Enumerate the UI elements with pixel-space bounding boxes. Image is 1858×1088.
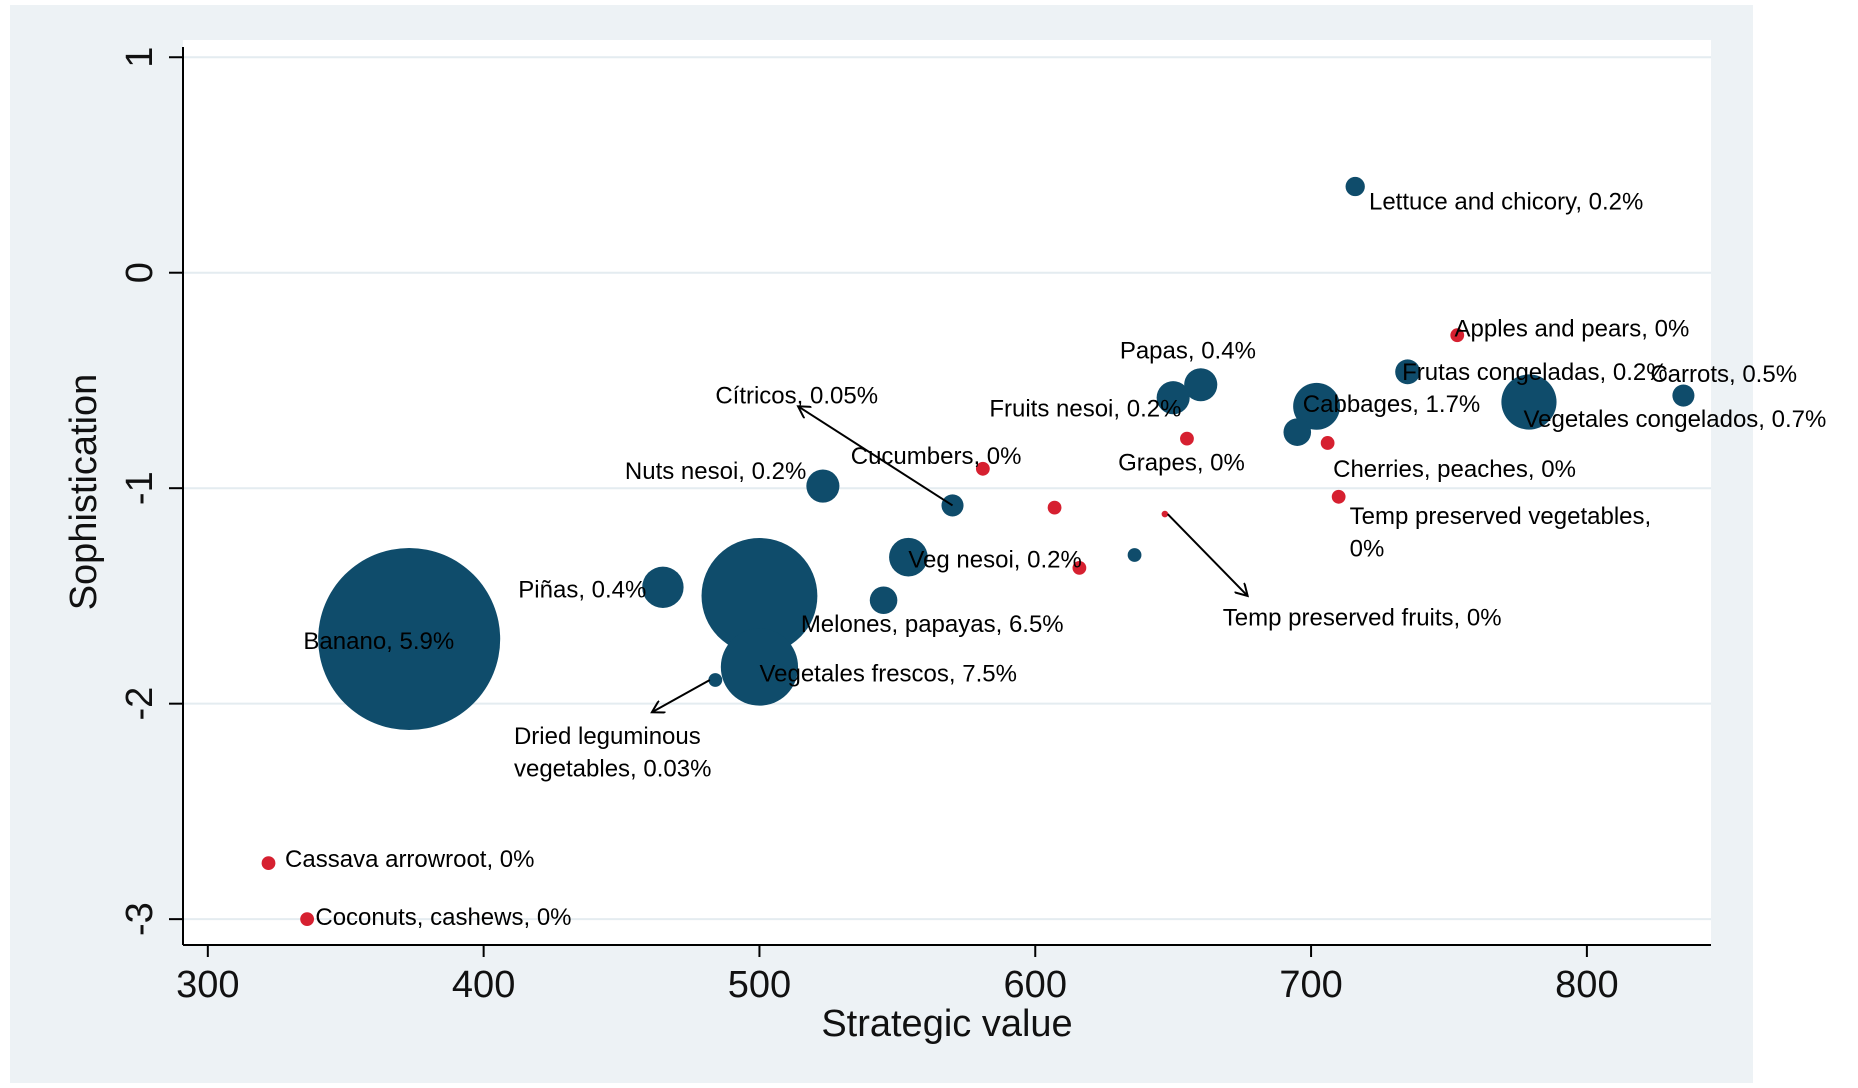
point-label: Cassava arrowroot, 0% [285,846,534,873]
y-tick-label: -2 [119,687,161,721]
y-tick-label: 1 [119,47,161,68]
annotation-arrow [1166,513,1248,596]
y-tick-label: -1 [119,471,161,505]
point-label: Banano, 5.9% [303,628,454,655]
annotation-label: Temp preserved fruits, 0% [1223,604,1502,631]
x-tick-label: 700 [1279,964,1342,1006]
bubble-blue [1345,176,1365,197]
point-label: Frutas congeladas, 0.2% [1402,359,1668,386]
bubble-red [1161,510,1169,518]
point-label: Vegetales frescos, 7.5% [759,661,1016,688]
annotation-arrows [652,406,1248,712]
point-label: Grapes, 0% [1118,449,1245,476]
bubble-blue [1672,384,1695,407]
x-axis-title: Strategic value [821,1003,1072,1045]
y-axis-title: Sophistication [63,374,105,611]
point-label: Melones, papayas, 6.5% [801,611,1064,638]
bubble-blue [708,673,723,687]
bubble-blue [1283,418,1312,446]
bubble-blue [889,537,928,577]
bubble-blue [806,469,840,503]
point-label: Lettuce and chicory, 0.2% [1369,189,1643,216]
point-label: Cabbages, 1.7% [1303,391,1480,418]
bubble-red [1072,561,1087,575]
x-tick-label: 800 [1555,964,1618,1006]
bubble-red [1180,431,1194,446]
bubble-red [1331,489,1346,504]
bubble-red [975,461,990,476]
bubble-blue [318,548,501,731]
bubble-blue [701,538,818,654]
y-tick-label: 0 [119,262,161,283]
bubble-red [261,856,276,871]
point-label: Apples and pears, 0% [1454,316,1689,343]
plot-area [183,40,1711,945]
x-tick-label: 600 [1004,964,1067,1006]
bubble-blue [1293,382,1341,430]
annotation-label: Cítricos, 0.05% [715,383,878,410]
point-label: Piñas, 0.4% [518,576,646,603]
point-label: Carrots, 0.5% [1650,361,1797,388]
annotation-label: Dried leguminous [514,723,701,750]
x-tick-label: 500 [728,964,791,1006]
bubble-red [1047,500,1062,515]
bubble-blue [1156,381,1190,415]
bubble-blue [1127,548,1142,562]
bubble-blue [1184,368,1218,402]
bubble-red [1320,436,1335,450]
point-label: Nuts nesoi, 0.2% [625,458,806,485]
bubble-blue [1501,374,1557,430]
annotation-arrow [652,679,711,712]
annotation-label: Temp preserved vegetables, [1350,503,1652,530]
annotation-label: vegetables, 0.03% [514,755,711,782]
annotation-label: Fruits nesoi, 0.2% [989,395,1181,422]
bubble-blue [720,628,799,706]
bubble-red [1450,328,1465,343]
bubble-blue [642,566,684,608]
point-label: Vegetales congelados, 0.7% [1523,406,1826,433]
annotation-arrow [798,406,954,507]
x-tick-label: 300 [176,964,239,1006]
bubble-blue [869,586,898,615]
bubble-blue [1395,359,1421,385]
point-label: Papas, 0.4% [1120,337,1256,364]
point-label: Cherries, peaches, 0% [1333,456,1576,483]
axes: 1 0 -1 -2 -3 300 400 500 600 700 800 [119,47,1711,1006]
x-tick-label: 400 [452,964,515,1006]
bubble-red [300,912,315,927]
point-labels: Banano, 5.9% Melones, papayas, 6.5% Vegeta… [285,189,1826,931]
y-tick-label: -3 [119,902,161,936]
point-label: Coconuts, cashews, 0% [315,904,571,931]
point-label: Cucumbers, 0% [851,443,1022,470]
point-label: Veg nesoi, 0.2% [908,546,1081,573]
annotation-label: 0% [1350,536,1385,563]
